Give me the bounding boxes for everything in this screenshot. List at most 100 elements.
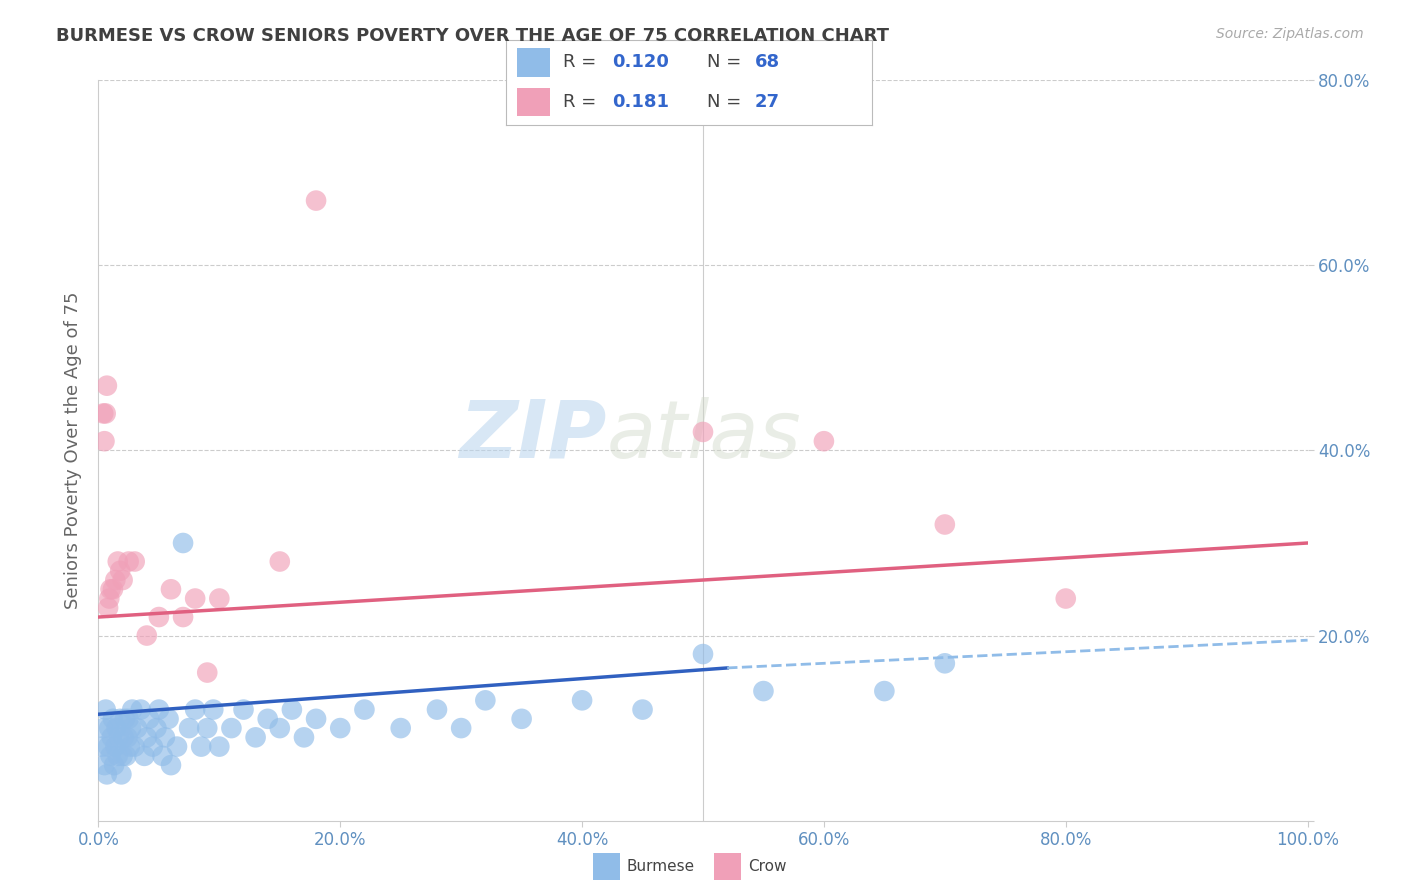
Point: [117, 731, 139, 745]
Text: Burmese: Burmese: [627, 859, 695, 873]
Point: [389, 721, 412, 735]
Point: [96, 378, 118, 392]
Point: [208, 739, 231, 754]
FancyBboxPatch shape: [593, 853, 620, 880]
Point: [100, 748, 122, 763]
Point: [873, 684, 896, 698]
Point: [281, 703, 304, 717]
Point: [184, 703, 207, 717]
Point: [120, 721, 142, 735]
Point: [96, 767, 118, 781]
Point: [148, 610, 170, 624]
Point: [195, 721, 218, 735]
Point: [138, 712, 160, 726]
Text: BURMESE VS CROW SENIORS POVERTY OVER THE AGE OF 75 CORRELATION CHART: BURMESE VS CROW SENIORS POVERTY OVER THE…: [56, 27, 889, 45]
Point: [148, 703, 170, 717]
Point: [172, 536, 194, 550]
FancyBboxPatch shape: [517, 87, 550, 116]
Point: [104, 739, 127, 754]
Point: [1054, 591, 1077, 606]
Point: [245, 731, 267, 745]
Point: [129, 703, 152, 717]
Point: [100, 582, 122, 597]
Point: [100, 731, 122, 745]
Point: [157, 712, 180, 726]
Point: [127, 721, 149, 735]
Point: [135, 628, 157, 642]
Point: [97, 600, 120, 615]
Point: [98, 721, 121, 735]
Point: [145, 721, 167, 735]
Point: [107, 748, 129, 763]
Point: [510, 712, 533, 726]
Point: [111, 748, 134, 763]
Point: [94, 703, 117, 717]
Point: [142, 739, 165, 754]
Point: [108, 564, 131, 578]
Point: [134, 748, 156, 763]
Point: [124, 739, 146, 754]
Point: [631, 703, 654, 717]
Point: [114, 712, 136, 726]
Point: [292, 731, 315, 745]
Point: [305, 194, 328, 208]
Point: [118, 554, 141, 569]
Point: [91, 739, 114, 754]
Point: [426, 703, 449, 717]
Text: N =: N =: [707, 93, 747, 111]
Point: [692, 425, 714, 439]
Point: [152, 748, 174, 763]
Point: [111, 573, 134, 587]
Point: [329, 721, 352, 735]
Point: [91, 407, 114, 421]
Point: [160, 758, 183, 772]
Text: Source: ZipAtlas.com: Source: ZipAtlas.com: [1216, 27, 1364, 41]
Point: [353, 703, 375, 717]
Point: [190, 739, 212, 754]
FancyBboxPatch shape: [517, 48, 550, 77]
Text: 0.120: 0.120: [612, 54, 669, 71]
Point: [179, 721, 201, 735]
Point: [118, 712, 141, 726]
Point: [221, 721, 243, 735]
Point: [101, 582, 124, 597]
Text: 68: 68: [755, 54, 780, 71]
Point: [202, 703, 225, 717]
Point: [813, 434, 835, 449]
Point: [124, 554, 146, 569]
Point: [108, 712, 131, 726]
Point: [153, 731, 176, 745]
Point: [110, 767, 132, 781]
Point: [94, 407, 117, 421]
Point: [115, 748, 138, 763]
Point: [172, 610, 194, 624]
Point: [474, 693, 496, 707]
Y-axis label: Seniors Poverty Over the Age of 75: Seniors Poverty Over the Age of 75: [63, 292, 82, 609]
Point: [256, 712, 278, 726]
Point: [208, 591, 231, 606]
Point: [135, 731, 157, 745]
Point: [450, 721, 472, 735]
Point: [112, 731, 135, 745]
Text: 0.181: 0.181: [612, 93, 669, 111]
Point: [93, 758, 115, 772]
Point: [305, 712, 328, 726]
Text: atlas: atlas: [606, 397, 801, 475]
Point: [752, 684, 775, 698]
Point: [269, 721, 291, 735]
Point: [692, 647, 714, 661]
Point: [118, 739, 141, 754]
Point: [103, 758, 125, 772]
Point: [104, 573, 127, 587]
Point: [232, 703, 254, 717]
Text: 27: 27: [755, 93, 780, 111]
FancyBboxPatch shape: [714, 853, 741, 880]
Point: [107, 554, 129, 569]
Point: [93, 434, 115, 449]
Point: [160, 582, 183, 597]
Point: [98, 591, 121, 606]
Point: [934, 517, 956, 532]
Text: Crow: Crow: [748, 859, 786, 873]
Point: [105, 721, 128, 735]
Point: [184, 591, 207, 606]
